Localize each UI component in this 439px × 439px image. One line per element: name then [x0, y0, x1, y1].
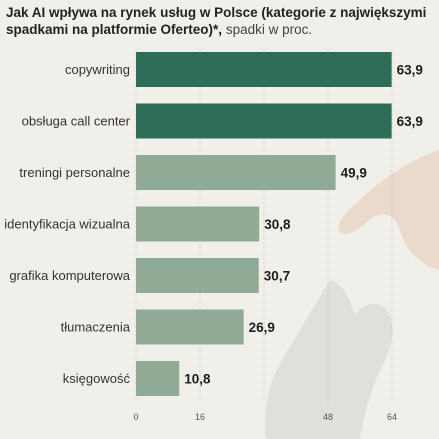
value-label: 10,8 — [184, 372, 211, 387]
value-label: 63,9 — [397, 63, 423, 78]
robot-hand-illustration — [264, 150, 439, 439]
x-tick-label: 16 — [195, 412, 205, 422]
value-label: 30,8 — [264, 217, 291, 232]
category-label: grafika komputerowa — [9, 268, 130, 283]
category-label: tłumaczenia — [61, 320, 131, 335]
bar — [136, 361, 180, 396]
x-axis-ticks: 0 16 48 64 — [133, 412, 397, 422]
value-label: 49,9 — [341, 166, 367, 181]
category-label: copywriting — [65, 62, 130, 77]
chart-title-unit: spadki w proc. — [222, 22, 313, 37]
bar — [136, 309, 244, 345]
x-tick-label: 64 — [387, 412, 397, 422]
bar — [136, 206, 260, 242]
value-label: 63,9 — [397, 114, 423, 129]
value-label: 26,9 — [249, 320, 275, 335]
chart-title: Jak AI wpływa na rynek usług w Polsce (k… — [6, 4, 436, 38]
bar — [136, 155, 336, 190]
human-hand-silhouette — [338, 150, 439, 270]
bar — [136, 52, 392, 87]
value-label: 30,7 — [264, 269, 290, 284]
category-label: obsługa call center — [22, 114, 131, 129]
bar — [136, 258, 259, 293]
bar — [136, 103, 392, 139]
robot-hand-silhouette — [264, 280, 393, 439]
category-label: identyfikacja wizualna — [4, 217, 131, 232]
bars: copywriting 63,9 obsługa call center 63,9 tr… — [4, 52, 423, 396]
category-label: treningi personalne — [19, 165, 130, 180]
category-label: księgowość — [63, 371, 131, 386]
chart-title-main: Jak AI wpływa na rynek usług w Polsce (k… — [6, 5, 427, 37]
x-tick-label: 0 — [133, 412, 138, 422]
x-tick-label: 48 — [323, 412, 333, 422]
